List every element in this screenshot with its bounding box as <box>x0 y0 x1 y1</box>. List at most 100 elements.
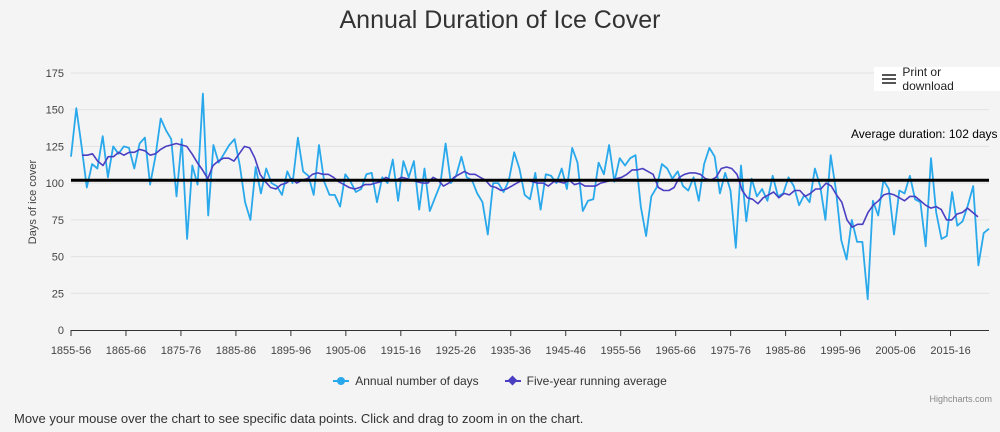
running-average-point[interactable] <box>620 175 624 179</box>
annual-data-point[interactable] <box>328 193 332 197</box>
annual-data-point[interactable] <box>707 146 711 150</box>
running-average-point[interactable] <box>180 143 184 147</box>
annual-data-point[interactable] <box>597 161 601 165</box>
legend-item-annual[interactable]: Annual number of days <box>333 374 479 388</box>
annual-data-point[interactable] <box>549 174 553 178</box>
running-average-point[interactable] <box>908 194 912 198</box>
running-average-point[interactable] <box>541 181 545 185</box>
running-average-point[interactable] <box>499 188 503 192</box>
annual-data-point[interactable] <box>602 172 606 176</box>
running-average-point[interactable] <box>698 172 702 176</box>
running-average-point[interactable] <box>211 164 215 168</box>
running-average-point[interactable] <box>237 152 241 156</box>
annual-data-point[interactable] <box>892 233 896 237</box>
running-average-point[interactable] <box>976 215 980 219</box>
annual-data-point[interactable] <box>692 175 696 179</box>
running-average-point[interactable] <box>463 169 467 173</box>
annual-data-point[interactable] <box>475 191 479 195</box>
running-average-point[interactable] <box>111 155 115 159</box>
running-average-point[interactable] <box>457 172 461 176</box>
highcharts-credit[interactable]: Highcharts.com <box>929 394 992 404</box>
running-average-point[interactable] <box>138 147 142 151</box>
running-average-point[interactable] <box>452 175 456 179</box>
running-average-point[interactable] <box>80 153 84 157</box>
annual-data-point[interactable] <box>760 187 764 191</box>
running-average-point[interactable] <box>714 175 718 179</box>
running-average-point[interactable] <box>122 153 126 157</box>
running-average-point[interactable] <box>761 196 765 200</box>
running-average-point[interactable] <box>772 190 776 194</box>
annual-data-point[interactable] <box>264 166 268 170</box>
annual-data-point[interactable] <box>871 199 875 203</box>
running-average-point[interactable] <box>787 193 791 197</box>
annual-data-point[interactable] <box>164 128 168 132</box>
annual-data-point[interactable] <box>422 166 426 170</box>
running-average-point[interactable] <box>625 172 629 176</box>
running-average-point[interactable] <box>510 184 514 188</box>
annual-data-point[interactable] <box>74 106 78 110</box>
annual-data-point[interactable] <box>175 194 179 198</box>
running-average-point[interactable] <box>766 193 770 197</box>
running-average-point[interactable] <box>221 156 225 160</box>
annual-data-point[interactable] <box>734 246 738 250</box>
annual-data-point[interactable] <box>955 224 959 228</box>
running-average-point[interactable] <box>232 159 236 163</box>
annual-data-point[interactable] <box>924 244 928 248</box>
annual-data-point[interactable] <box>971 184 975 188</box>
annual-data-point[interactable] <box>934 211 938 215</box>
annual-data-point[interactable] <box>929 156 933 160</box>
running-average-point[interactable] <box>494 186 498 190</box>
annual-data-point[interactable] <box>665 166 669 170</box>
running-average-point[interactable] <box>190 152 194 156</box>
running-average-point[interactable] <box>368 183 372 187</box>
annual-data-point[interactable] <box>417 208 421 212</box>
running-average-point[interactable] <box>201 168 205 172</box>
running-average-point[interactable] <box>850 225 854 229</box>
running-average-point[interactable] <box>730 166 734 170</box>
annual-data-point[interactable] <box>976 263 980 267</box>
running-average-point[interactable] <box>101 164 105 168</box>
running-average-point[interactable] <box>835 193 839 197</box>
running-average-point[interactable] <box>169 143 173 147</box>
annual-data-point[interactable] <box>866 297 870 301</box>
running-average-point[interactable] <box>803 194 807 198</box>
running-average-point[interactable] <box>90 152 94 156</box>
running-average-point[interactable] <box>599 181 603 185</box>
annual-data-point[interactable] <box>533 171 537 175</box>
running-average-point[interactable] <box>96 159 100 163</box>
running-average-point[interactable] <box>279 183 283 187</box>
running-average-point[interactable] <box>562 181 566 185</box>
running-average-point[interactable] <box>363 183 367 187</box>
running-average-point[interactable] <box>384 175 388 179</box>
annual-data-point[interactable] <box>607 143 611 147</box>
running-average-point[interactable] <box>352 187 356 191</box>
running-average-point[interactable] <box>332 175 336 179</box>
annual-data-point[interactable] <box>829 153 833 157</box>
annual-data-point[interactable] <box>196 183 200 187</box>
annual-data-point[interactable] <box>897 188 901 192</box>
running-average-point[interactable] <box>683 172 687 176</box>
annual-data-point[interactable] <box>676 169 680 173</box>
running-average-point[interactable] <box>573 183 577 187</box>
running-average-point[interactable] <box>955 212 959 216</box>
running-average-point[interactable] <box>227 156 231 160</box>
annual-data-point[interactable] <box>755 194 759 198</box>
annual-data-point[interactable] <box>180 137 184 141</box>
running-average-point[interactable] <box>855 222 859 226</box>
running-average-point[interactable] <box>295 181 299 185</box>
annual-data-point[interactable] <box>459 155 463 159</box>
annual-data-point[interactable] <box>718 191 722 195</box>
running-average-point[interactable] <box>924 203 928 207</box>
running-average-point[interactable] <box>735 172 739 176</box>
running-average-point[interactable] <box>106 155 110 159</box>
annual-data-point[interactable] <box>243 200 247 204</box>
annual-data-point[interactable] <box>512 150 516 154</box>
annual-data-point[interactable] <box>723 171 727 175</box>
annual-data-point[interactable] <box>660 162 664 166</box>
annual-data-point[interactable] <box>517 166 521 170</box>
running-average-point[interactable] <box>677 175 681 179</box>
annual-data-point[interactable] <box>539 208 543 212</box>
annual-data-point[interactable] <box>797 203 801 207</box>
annual-data-point[interactable] <box>338 205 342 209</box>
annual-data-point[interactable] <box>639 205 643 209</box>
